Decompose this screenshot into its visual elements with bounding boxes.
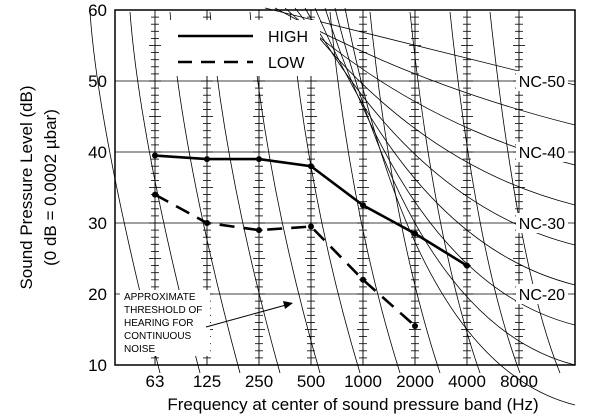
nc-background-curve [369,11,441,374]
data-point-low [412,322,418,329]
data-point-high [412,230,418,237]
legend: HIGH LOW [170,20,320,76]
data-point-high [360,202,366,209]
nc-background-curve [449,11,521,374]
y-tick-label: 30 [88,214,107,233]
annotation-line: CONTINUOUS [124,331,192,342]
x-tick-label: 4000 [448,372,486,391]
y-tick-label: 40 [88,143,107,162]
y-tick-label: 20 [88,285,107,304]
x-tick-label: 500 [297,372,325,391]
x-tick-label: 1000 [344,372,382,391]
nc-curve-label: NC-50 [519,74,565,91]
annotation-line: HEARING FOR [124,318,193,329]
annotation-arrow [205,304,287,328]
x-tick-label: 8000 [500,372,538,391]
y-axis-title: Sound Pressure Level (dB) [17,85,36,289]
data-point-low [204,220,210,226]
nc-background-curve [294,7,576,206]
data-point-low [308,223,314,230]
data-point-low [360,276,366,283]
x-tick-label: 63 [146,372,165,391]
annotation-line: NOISE [124,344,155,355]
nc-label-background [516,284,568,304]
y-tick-labels: 10 20 30 40 50 60 [88,1,107,375]
plot-frame [114,9,576,366]
x-axis-title: Frequency at center of sound pressure ba… [167,395,538,414]
y-tick-label: 60 [88,1,107,20]
data-point-high [464,262,470,269]
x-tick-label: 125 [193,372,221,391]
nc-label-background [516,142,568,162]
data-point-high [204,156,210,163]
data-point-high [152,152,158,159]
nc-background-curve [314,7,576,286]
nc-label-background [516,213,568,233]
annotation-arrowhead [283,301,293,309]
nc-curve-labels: NC-50 NC-40 NC-30 NC-20 [516,71,568,304]
x-tick-label: 250 [245,372,273,391]
data-point-high [308,163,314,170]
data-point-high [256,156,262,163]
frame-border [114,9,576,366]
series-line-low [154,193,416,327]
nc-background-curve [344,7,576,406]
y-tick-label: 50 [88,72,107,91]
series-layer [152,152,470,329]
data-point-low [152,191,158,198]
annotation-line: THRESHOLD OF [124,305,202,316]
nc-curve-label: NC-20 [519,287,565,304]
annotation-background [120,290,210,356]
annotation-line: APPROXIMATE [124,292,196,303]
nc-label-background [516,71,568,91]
legend-background [170,20,320,76]
nc-curve-label: NC-40 [519,145,565,162]
x-tick-label: 2000 [396,372,434,391]
nc-background-curve [334,7,576,366]
y-tick-label: 10 [88,356,107,375]
y-axis-subtitle: (0 dB = 0.0002 µbar) [41,109,60,266]
x-tick-labels: 63 125 250 500 1000 2000 4000 8000 [146,372,538,391]
nc-background-curve [329,11,401,374]
threshold-annotation: APPROXIMATE THRESHOLD OF HEARING FOR CON… [120,290,293,356]
nc-curve-label: NC-30 [519,216,565,233]
nc-background-curve [324,7,576,326]
legend-label-high: HIGH [268,29,308,46]
data-point-low [256,227,262,234]
legend-label-low: LOW [268,55,305,72]
